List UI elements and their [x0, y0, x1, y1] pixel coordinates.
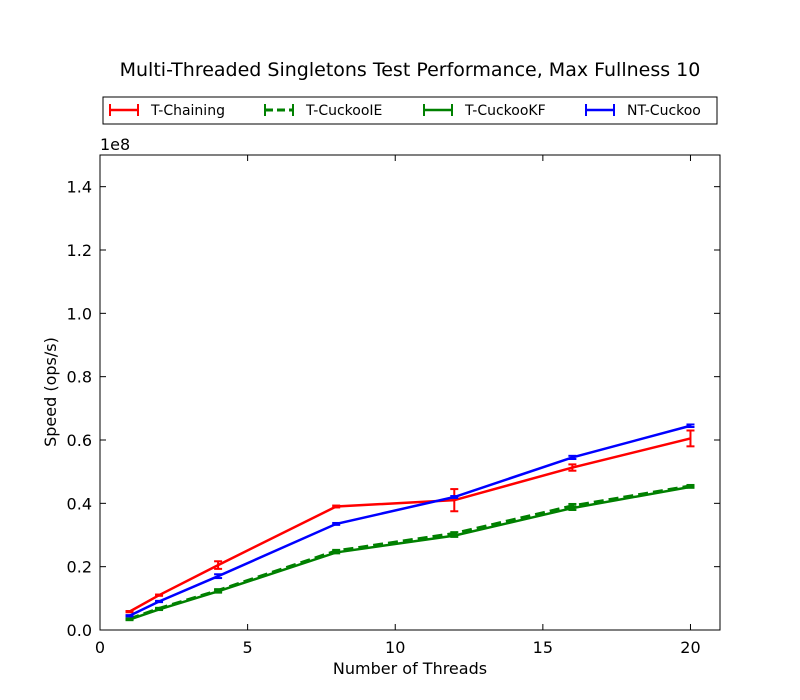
legend-entry: T-CuckooIE [264, 103, 382, 119]
y-offset-label: 1e8 [100, 135, 130, 154]
error-bar [450, 533, 459, 538]
error-bar [125, 610, 134, 614]
error-bar [332, 504, 341, 509]
y-axis-label: Speed (ops/s) [41, 337, 60, 447]
error-bar [568, 454, 577, 460]
legend-label: T-CuckooIE [305, 103, 382, 119]
chart-title: Multi-Threaded Singletons Test Performan… [120, 59, 701, 81]
x-tick-label: 5 [243, 638, 253, 657]
axis-ticks: 0 5 10 15 20 0.0 0.2 0.4 0.6 0.8 1.0 1.2 1.4 [67, 155, 720, 657]
series-line [128, 437, 691, 613]
y-tick-label: 0.0 [67, 621, 92, 640]
y-tick-label: 0.6 [67, 431, 92, 450]
legend-label: T-CuckooKF [464, 103, 546, 119]
error-bar [155, 593, 164, 597]
y-tick-label: 1.2 [67, 241, 92, 260]
plot-frame [99, 154, 721, 631]
error-bar [214, 560, 223, 570]
error-bar [450, 488, 459, 513]
y-tick-label: 1.4 [67, 178, 92, 197]
legend-entry: T-CuckooKF [423, 103, 546, 119]
error-bar [686, 423, 695, 429]
error-bar [155, 599, 164, 604]
x-axis-label: Number of Threads [333, 659, 487, 678]
error-bar [125, 617, 134, 622]
series-line [128, 424, 691, 617]
error-bar [332, 521, 341, 526]
x-tick-label: 20 [680, 638, 700, 657]
y-tick-label: 0.8 [67, 368, 92, 387]
legend-entry: T-Chaining [109, 103, 225, 119]
error-bar [332, 550, 341, 555]
error-bar [568, 505, 577, 511]
x-tick-label: 10 [385, 638, 405, 657]
error-bar [125, 614, 134, 618]
legend-label: T-Chaining [150, 103, 225, 119]
x-tick-label: 0 [95, 638, 105, 657]
legend-label: NT-Cuckoo [627, 103, 701, 119]
y-tick-label: 0.2 [67, 558, 92, 577]
legend: T-Chaining T-CuckooIE T-CuckooKF NT-Cuckoo [102, 96, 718, 125]
error-bar [214, 573, 223, 580]
error-bar [686, 484, 695, 489]
y-tick-label: 1.0 [67, 304, 92, 323]
y-tick-label: 0.4 [67, 494, 92, 513]
error-bar [686, 429, 695, 448]
plot-area [125, 423, 695, 622]
error-bar [450, 495, 459, 499]
error-bar [155, 607, 164, 612]
legend-entry: NT-Cuckoo [585, 103, 701, 119]
error-bar [214, 589, 223, 594]
error-bar [568, 463, 577, 472]
x-tick-label: 15 [533, 638, 553, 657]
